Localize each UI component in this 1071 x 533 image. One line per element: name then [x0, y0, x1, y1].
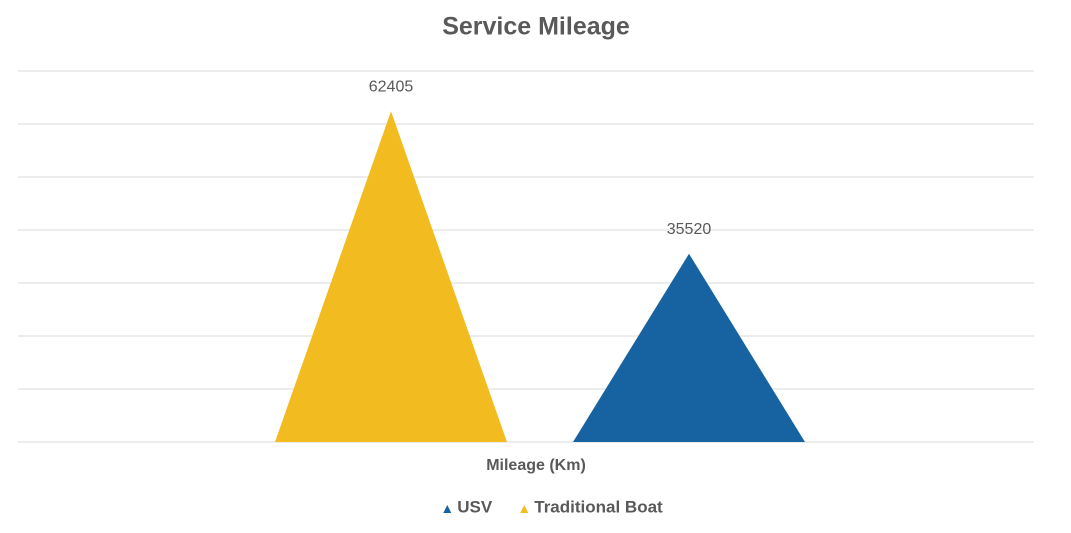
x-tick-label: Mileage (Km)	[486, 457, 586, 474]
triangle-bar	[275, 111, 507, 442]
legend-marker	[520, 505, 529, 513]
data-label: 35520	[667, 221, 712, 238]
data-label: 62405	[369, 78, 414, 95]
chart-title: Service Mileage	[442, 13, 630, 41]
triangle-bar	[573, 253, 805, 442]
legend-marker	[443, 505, 452, 513]
legend-label: USV	[457, 497, 493, 516]
legend-label: Traditional Boat	[534, 497, 663, 516]
